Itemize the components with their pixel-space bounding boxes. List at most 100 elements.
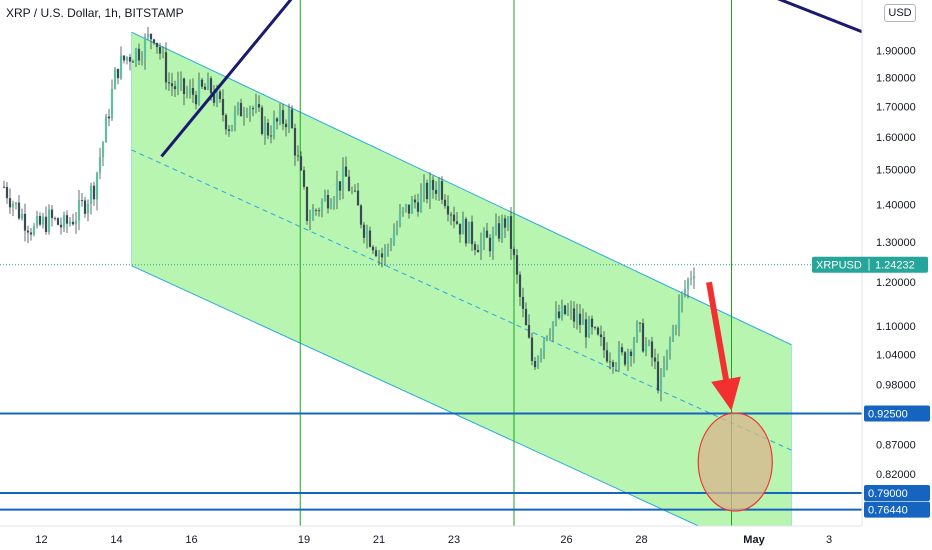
candle-body bbox=[314, 210, 318, 211]
candle-body bbox=[566, 310, 570, 315]
candle-body bbox=[488, 237, 492, 252]
candle-body bbox=[134, 48, 138, 63]
candle-body bbox=[11, 203, 15, 208]
candle-body bbox=[347, 176, 351, 191]
candle-body bbox=[146, 34, 150, 38]
candle-body bbox=[14, 202, 18, 204]
candle-body bbox=[392, 232, 396, 245]
candle-body bbox=[338, 181, 342, 191]
channel-top-line[interactable] bbox=[131, 31, 792, 346]
candle-body bbox=[23, 213, 27, 231]
candle-body bbox=[281, 110, 285, 124]
candle-body bbox=[545, 336, 549, 340]
x-tick-label: 3 bbox=[826, 534, 832, 546]
candle-body bbox=[590, 318, 594, 328]
candle-body bbox=[86, 203, 90, 214]
candle-body bbox=[77, 200, 81, 221]
candle-body bbox=[158, 47, 162, 54]
candle-body bbox=[521, 296, 525, 309]
candle-body bbox=[359, 205, 363, 225]
candle-body bbox=[248, 108, 252, 114]
y-tick-label: 1.10000 bbox=[876, 321, 916, 333]
candle-body bbox=[509, 216, 513, 249]
target-ellipse[interactable] bbox=[697, 412, 773, 512]
candle-body bbox=[266, 122, 270, 136]
candle-body bbox=[317, 210, 321, 212]
candle-body bbox=[449, 214, 453, 216]
candle-body bbox=[164, 52, 168, 83]
candle-body bbox=[455, 221, 459, 224]
red-arrow[interactable] bbox=[706, 281, 741, 411]
candle-body bbox=[608, 361, 612, 363]
x-tick-label: 19 bbox=[298, 534, 310, 546]
time-axis[interactable] bbox=[0, 526, 862, 550]
x-tick-label: May bbox=[743, 534, 765, 546]
candle-body bbox=[5, 187, 9, 199]
candle-body bbox=[2, 186, 6, 188]
candle-body bbox=[149, 34, 153, 40]
candle-body bbox=[167, 82, 171, 84]
candle-body bbox=[329, 204, 333, 209]
candle-body bbox=[599, 334, 603, 338]
candle-body bbox=[65, 215, 69, 224]
y-tick-label: 1.90000 bbox=[876, 45, 916, 57]
candle-body bbox=[635, 322, 639, 342]
candle-body bbox=[308, 220, 312, 222]
candle-body bbox=[350, 190, 354, 192]
candle-body bbox=[512, 248, 516, 256]
candle-body bbox=[461, 218, 465, 235]
candle-body bbox=[122, 55, 126, 61]
candle-body bbox=[443, 199, 447, 207]
candle-body bbox=[116, 68, 120, 79]
candle-body bbox=[551, 321, 555, 335]
candle-body bbox=[377, 253, 381, 257]
candle-body bbox=[638, 322, 642, 324]
candle-body bbox=[173, 86, 177, 90]
candle-body bbox=[38, 215, 42, 225]
candle-body bbox=[131, 61, 135, 63]
candle-body bbox=[620, 347, 624, 353]
candle-body bbox=[53, 217, 57, 219]
candle-body bbox=[275, 118, 279, 122]
candle-body bbox=[278, 110, 282, 122]
candle-body bbox=[92, 185, 96, 200]
candle-body bbox=[374, 250, 378, 257]
candle-body bbox=[410, 199, 414, 214]
candle-body bbox=[83, 200, 87, 214]
candle-body bbox=[8, 198, 12, 208]
current-price-symbol: XRPUSD bbox=[816, 260, 862, 272]
candle-body bbox=[407, 204, 411, 214]
candle-body bbox=[497, 223, 501, 239]
candle-body bbox=[110, 89, 114, 119]
x-tick-label: 23 bbox=[448, 534, 460, 546]
currency-button[interactable]: USD bbox=[884, 4, 916, 22]
candle-body bbox=[596, 327, 600, 335]
level-tag-3-bg bbox=[864, 501, 930, 518]
candle-body bbox=[422, 182, 426, 192]
candle-body bbox=[524, 308, 528, 326]
candle-body bbox=[458, 223, 462, 235]
candle-body bbox=[353, 190, 357, 192]
candle-body bbox=[617, 347, 621, 366]
level-tag-1-bg bbox=[864, 405, 930, 422]
candle-body bbox=[383, 248, 387, 258]
candle-body bbox=[197, 79, 201, 105]
candle-body bbox=[602, 337, 606, 351]
candle-body bbox=[386, 246, 390, 249]
candle-body bbox=[677, 302, 681, 328]
candle-body bbox=[542, 339, 546, 352]
candle-body bbox=[356, 190, 360, 206]
candle-body bbox=[254, 104, 258, 110]
candle-body bbox=[68, 221, 72, 224]
price-axis[interactable] bbox=[862, 0, 932, 550]
candle-body bbox=[35, 215, 39, 227]
candle-body bbox=[413, 199, 417, 203]
x-tick-label: 14 bbox=[110, 534, 122, 546]
channel-bottom-line[interactable] bbox=[131, 265, 792, 550]
candle-body bbox=[230, 125, 234, 132]
trendline-1[interactable] bbox=[160, 0, 301, 158]
candle-body bbox=[380, 253, 384, 258]
candle-body bbox=[464, 218, 468, 244]
channel-mid-line[interactable] bbox=[131, 149, 792, 451]
